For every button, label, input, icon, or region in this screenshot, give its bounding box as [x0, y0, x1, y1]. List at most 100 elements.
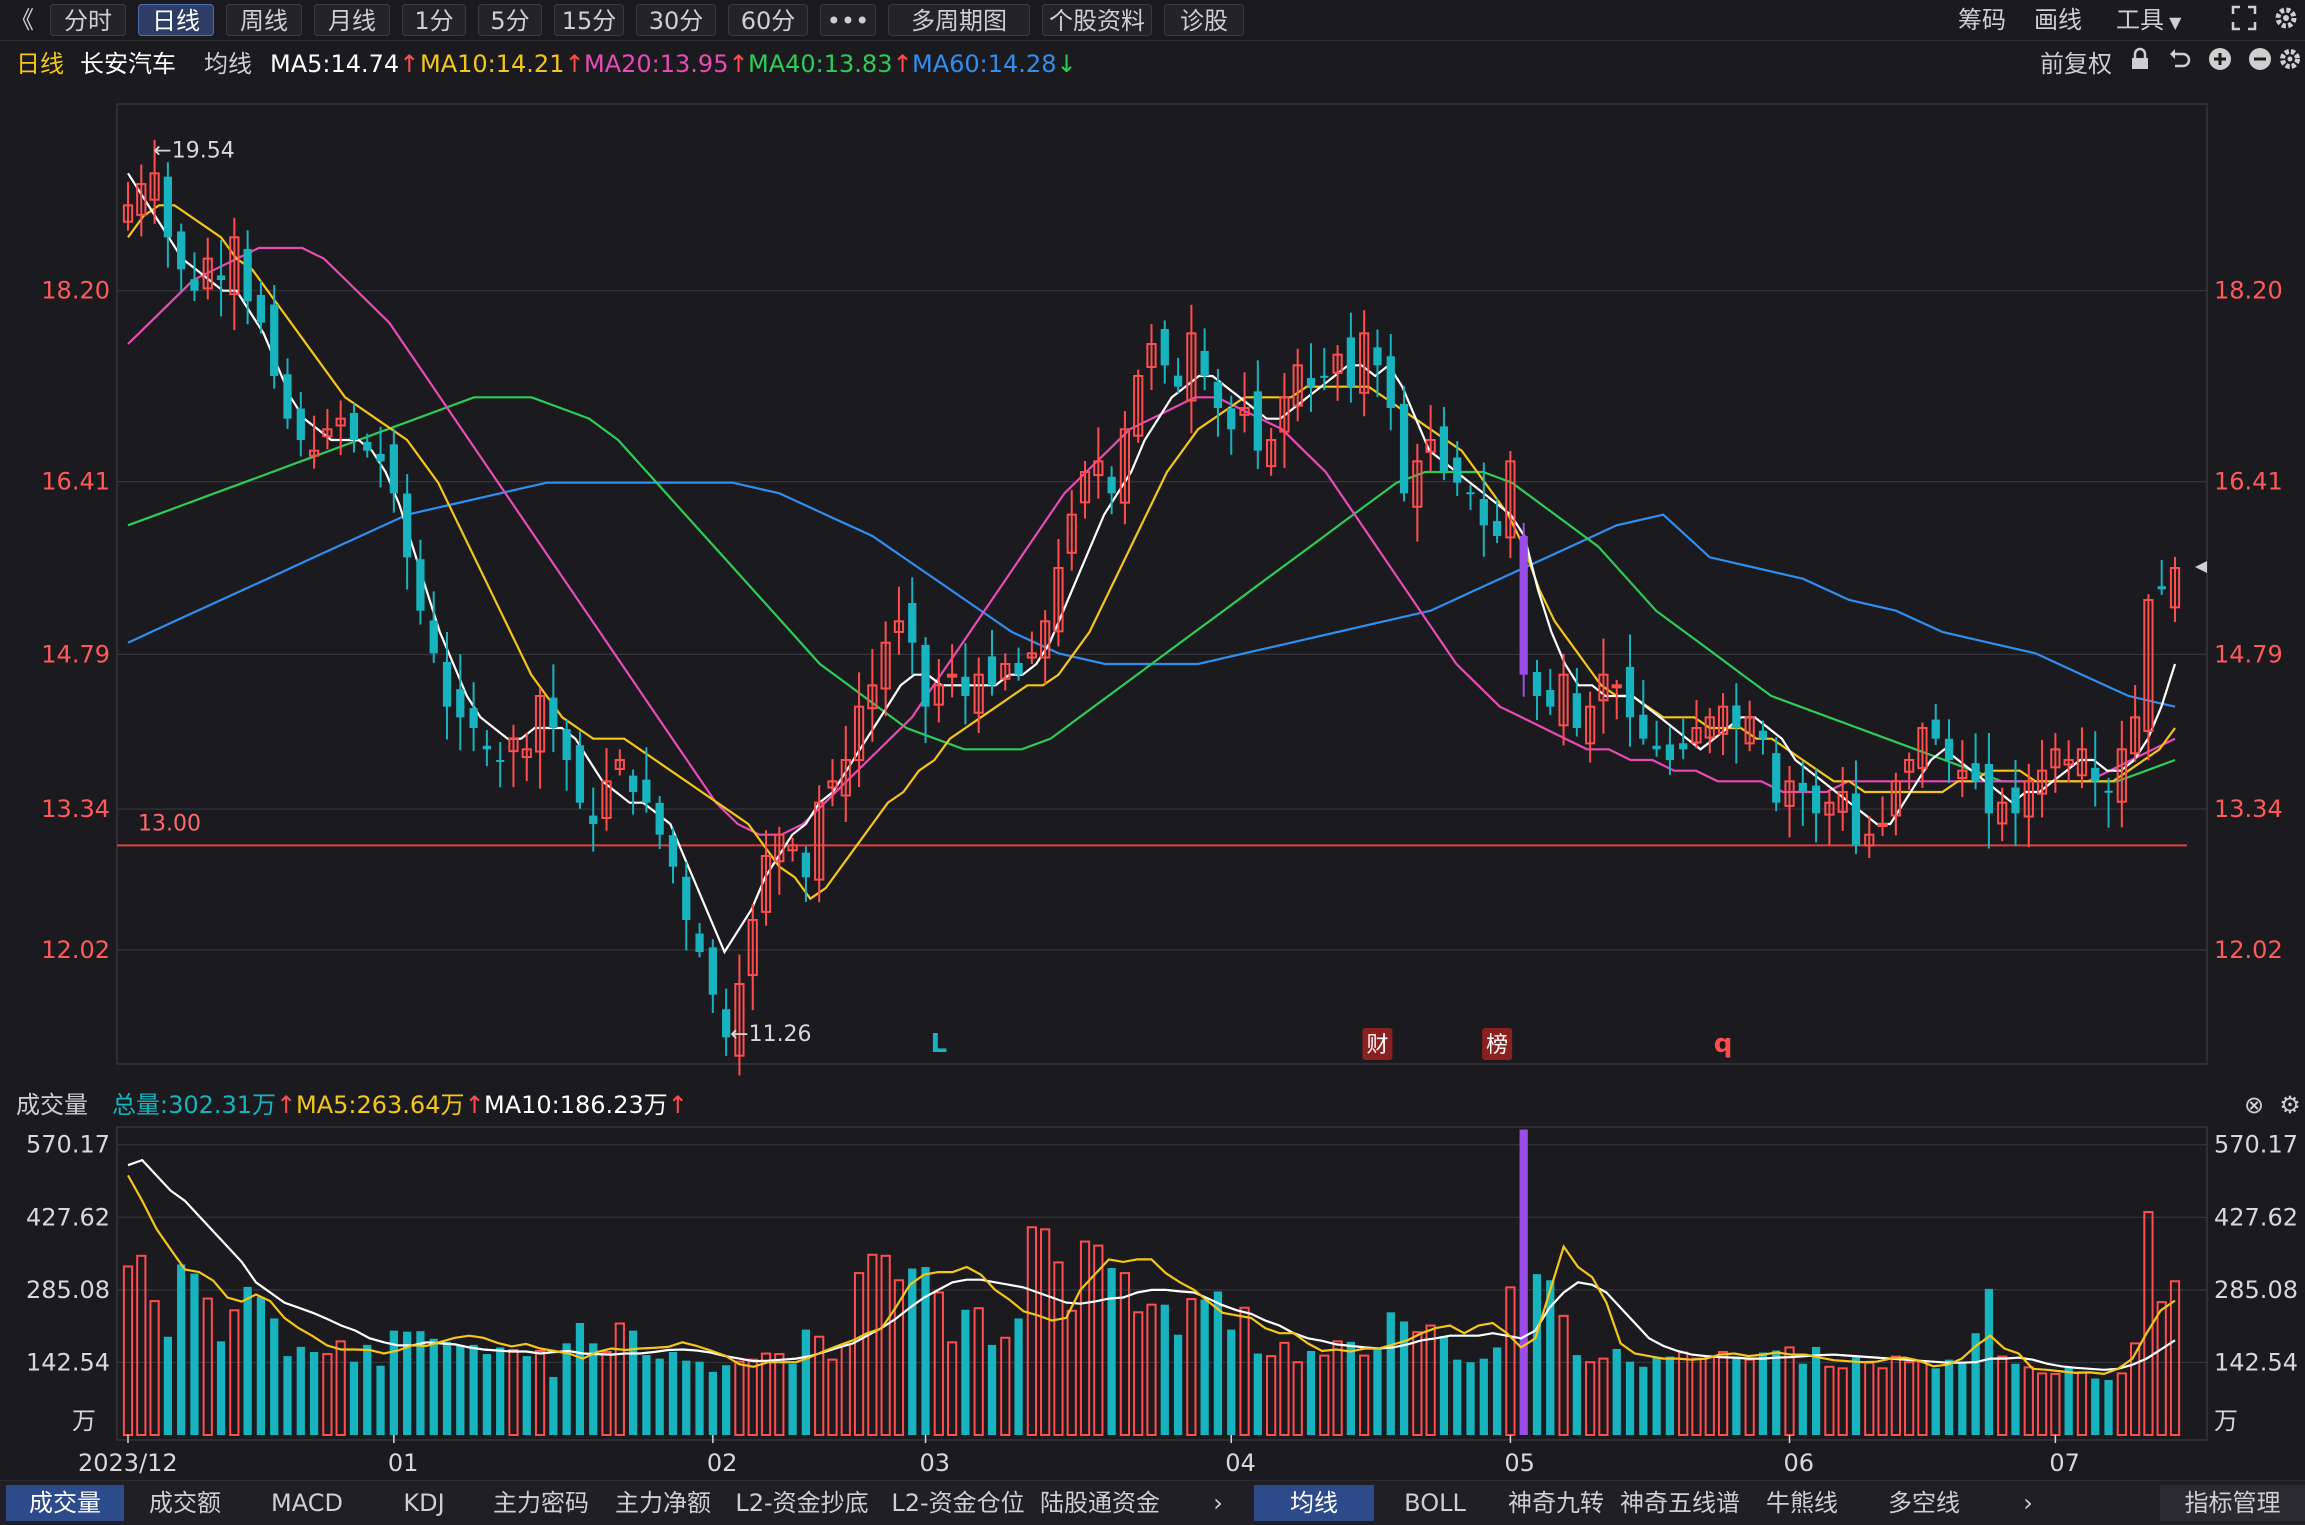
collapse-icon[interactable]: 《 — [10, 6, 34, 34]
candle-body — [1744, 716, 1755, 745]
zoom-in-icon[interactable] — [2206, 46, 2234, 74]
event-marker-box — [1482, 1028, 1513, 1060]
candle-body — [1679, 743, 1688, 750]
volume-tab-6[interactable]: L2-资金抄底 — [735, 1489, 869, 1517]
volume-bar — [880, 1254, 891, 1436]
tab-7[interactable]: 30分 — [636, 4, 716, 36]
candle-body — [787, 844, 798, 852]
chart-settings-icon[interactable] — [2276, 46, 2304, 74]
volume-tab-2[interactable]: MACD — [271, 1489, 343, 1517]
candle-body — [2063, 759, 2074, 766]
tab-1[interactable]: 日线 — [138, 4, 214, 36]
volume-tab-3[interactable]: KDJ — [403, 1489, 445, 1517]
event-marker-text: L — [931, 1029, 948, 1059]
price-tick-left: 14.79 — [41, 640, 110, 668]
volume-bar — [1186, 1298, 1197, 1436]
volume-bar — [695, 1361, 704, 1435]
volume-bar — [496, 1347, 505, 1435]
price-indicator-tab-5[interactable]: 多空线 — [1888, 1489, 1960, 1517]
volume-bar — [376, 1365, 385, 1435]
tab-5[interactable]: 5分 — [478, 4, 542, 36]
candle-body — [1386, 356, 1395, 408]
tools-button[interactable]: 工具 ▼ — [2116, 4, 2181, 36]
volume-bar — [363, 1344, 372, 1435]
price-indicator-tab-1[interactable]: BOLL — [1404, 1489, 1466, 1517]
chevron-right-icon[interactable]: › — [2023, 1489, 2033, 1517]
candle-body — [1639, 714, 1648, 739]
x-tick-label: 06 — [1784, 1449, 1815, 1477]
volume-bar — [1040, 1228, 1051, 1436]
price-indicator-tab-3[interactable]: 神奇五线谱 — [1620, 1489, 1740, 1517]
candle-body — [908, 603, 917, 643]
fullscreen-icon[interactable] — [2230, 4, 2260, 36]
volume-bar — [1239, 1306, 1250, 1437]
price-indicator-tab-4[interactable]: 牛熊线 — [1766, 1489, 1838, 1517]
tab-11[interactable]: 个股资料 — [1042, 4, 1152, 36]
candle-body — [708, 947, 717, 995]
close-icon[interactable]: ⊗ — [2243, 1091, 2265, 1119]
chevron-right-icon[interactable]: › — [1213, 1489, 1223, 1517]
volume-bar — [1319, 1354, 1330, 1436]
tab-4[interactable]: 1分 — [402, 4, 466, 36]
stock-name[interactable]: 长安汽车 — [80, 50, 176, 78]
tab-6[interactable]: 15分 — [554, 4, 624, 36]
candle-body — [853, 705, 865, 762]
volume-bar — [788, 1363, 797, 1435]
candle-body — [1944, 738, 1954, 760]
volume-bar — [1904, 1361, 1915, 1436]
volume-tab-1[interactable]: 成交额 — [149, 1489, 221, 1517]
volume-bar — [973, 1307, 984, 1436]
volume-bar — [1066, 1309, 1077, 1436]
tab-0[interactable]: 分时 — [50, 4, 126, 36]
chips-button[interactable]: 筹码 — [1958, 6, 2006, 34]
volume-bar — [1014, 1318, 1023, 1435]
volume-tab-0[interactable]: 成交量 — [6, 1485, 124, 1521]
ma20-text: MA20:13.95 — [584, 50, 729, 78]
volume-tab-7[interactable]: L2-资金仓位 — [891, 1489, 1025, 1517]
indicator-manage-button[interactable]: 指标管理 — [2160, 1485, 2305, 1521]
event-marker-text: q — [1714, 1029, 1733, 1059]
volume-tab-5[interactable]: 主力净额 — [615, 1489, 711, 1517]
undo-icon[interactable] — [2166, 46, 2194, 74]
ma10-text: MA10:14.21 — [420, 50, 565, 78]
candle-body — [747, 919, 758, 977]
price-indicator-tab-0[interactable]: 均线 — [1254, 1485, 1374, 1521]
ma-label[interactable]: 均线 — [204, 50, 252, 78]
candle-body — [1904, 759, 1915, 773]
adjust-mode[interactable]: 前复权 — [2040, 50, 2112, 78]
tab-8[interactable]: 60分 — [728, 4, 808, 36]
price-chart[interactable]: 18.20 18.20 16.41 16.41 14.79 14.79 13.34 13.34… — [0, 84, 2305, 1084]
volume-bar — [814, 1335, 825, 1436]
volume-bar — [961, 1309, 970, 1435]
volume-chart[interactable]: 570.17 570.17 427.62 427.62 285.08 285.08 142.… — [0, 1125, 2305, 1480]
x-tick-label: 05 — [1504, 1449, 1535, 1477]
volume-bar — [2143, 1211, 2154, 1436]
lock-icon[interactable] — [2126, 46, 2154, 74]
volume-tab-4[interactable]: 主力密码 — [493, 1489, 589, 1517]
volume-tab-8[interactable]: 陆股通资金 — [1040, 1489, 1160, 1517]
tab-9[interactable]: ••• — [820, 4, 876, 36]
tab-3[interactable]: 月线 — [314, 4, 390, 36]
price-indicator-tab-2[interactable]: 神奇九转 — [1508, 1489, 1604, 1517]
volume-bar — [601, 1351, 612, 1437]
tab-12[interactable]: 诊股 — [1164, 4, 1244, 36]
draw-line-button[interactable]: 画线 — [2034, 6, 2082, 34]
candle-body — [322, 428, 333, 438]
tab-10[interactable]: 多周期图 — [888, 4, 1030, 36]
tab-2[interactable]: 周线 — [226, 4, 302, 36]
zoom-out-icon[interactable] — [2246, 46, 2274, 74]
candle-body — [1851, 793, 1861, 846]
candle-body — [376, 453, 385, 462]
volume-bar — [508, 1348, 519, 1436]
volume-bar — [122, 1265, 134, 1436]
volume-title[interactable]: 成交量 — [16, 1091, 88, 1119]
tools-label: 工具 — [2116, 6, 2164, 34]
settings-icon[interactable] — [2272, 4, 2302, 36]
volume-tick-left: 570.17 — [26, 1131, 110, 1159]
candle-body — [760, 855, 772, 913]
candle-body — [840, 759, 851, 797]
high-price-label: ←19.54 — [153, 139, 234, 164]
volume-bar — [1958, 1363, 1967, 1435]
volume-bar — [1453, 1359, 1462, 1435]
volume-settings-icon[interactable]: ⚙ — [2279, 1091, 2301, 1119]
